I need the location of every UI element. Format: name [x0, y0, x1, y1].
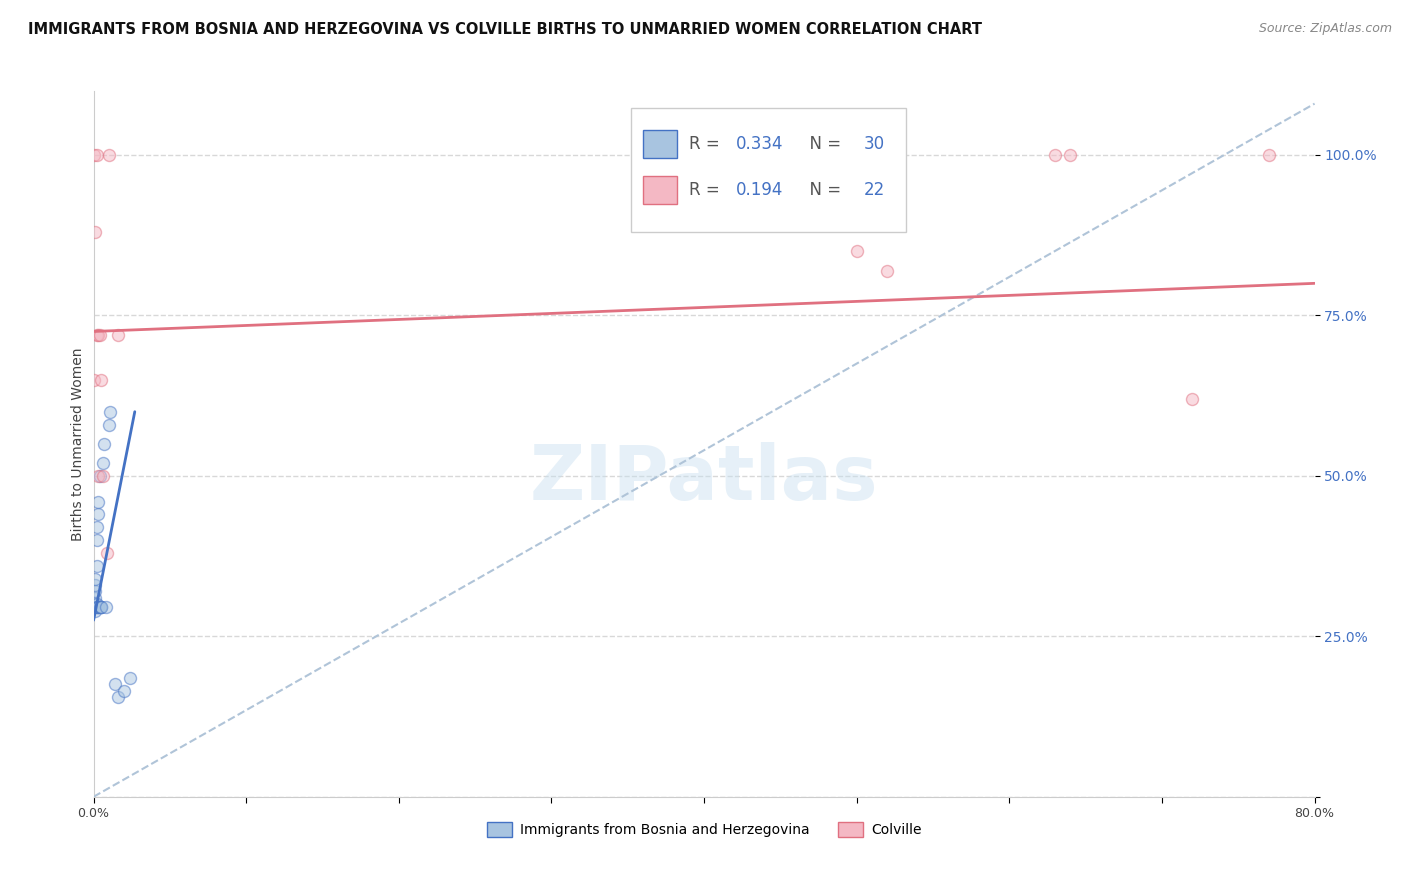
Point [86, 327, 108, 342]
Point [87, 494, 110, 508]
Point [647, 148, 669, 162]
Y-axis label: Births to Unmarried Women: Births to Unmarried Women [72, 347, 86, 541]
Point [86, 600, 108, 615]
FancyBboxPatch shape [643, 129, 678, 158]
Point [86, 558, 108, 573]
Point [1181, 392, 1204, 406]
Point [90, 600, 112, 615]
Legend: Immigrants from Bosnia and Herzegovina, Colville: Immigrants from Bosnia and Herzegovina, … [481, 817, 927, 843]
Point [84, 597, 107, 611]
Point [84, 604, 107, 618]
Point [662, 148, 685, 162]
Point [107, 690, 129, 705]
Text: 0.334: 0.334 [735, 135, 783, 153]
Point [93, 437, 115, 451]
Point [83, 148, 105, 162]
Point [87, 508, 110, 522]
Text: R =: R = [689, 135, 725, 153]
Point [90, 373, 112, 387]
Text: R =: R = [689, 181, 725, 199]
Point [845, 244, 868, 259]
Point [1257, 148, 1279, 162]
Point [97, 417, 120, 432]
Point [678, 148, 700, 162]
Text: N =: N = [800, 181, 846, 199]
Text: N =: N = [800, 135, 846, 153]
Point [120, 671, 142, 685]
Point [1059, 148, 1081, 162]
Point [87, 327, 110, 342]
Point [86, 533, 108, 547]
Text: 30: 30 [865, 135, 886, 153]
Point [90, 600, 112, 615]
Point [94, 600, 117, 615]
Point [112, 684, 135, 698]
Point [84, 572, 107, 586]
Point [86, 597, 108, 611]
Text: 0.194: 0.194 [735, 181, 783, 199]
Point [97, 148, 120, 162]
Text: Source: ZipAtlas.com: Source: ZipAtlas.com [1258, 22, 1392, 36]
Text: IMMIGRANTS FROM BOSNIA AND HERZEGOVINA VS COLVILLE BIRTHS TO UNMARRIED WOMEN COR: IMMIGRANTS FROM BOSNIA AND HERZEGOVINA V… [28, 22, 983, 37]
Point [84, 578, 107, 592]
Point [876, 263, 898, 277]
Point [96, 546, 118, 560]
Point [104, 677, 127, 691]
FancyBboxPatch shape [631, 109, 905, 232]
FancyBboxPatch shape [643, 176, 678, 203]
Point [107, 327, 129, 342]
Point [90, 600, 112, 615]
Point [86, 520, 108, 534]
Point [91, 468, 114, 483]
Point [1043, 148, 1066, 162]
Point [87, 600, 110, 615]
Point [91, 456, 114, 470]
Point [84, 225, 107, 239]
Point [98, 405, 121, 419]
Point [84, 600, 107, 615]
Point [86, 148, 108, 162]
Text: ZIPatlas: ZIPatlas [530, 442, 879, 516]
Point [84, 584, 107, 599]
Point [84, 591, 107, 605]
Point [89, 468, 111, 483]
Text: 22: 22 [865, 181, 886, 199]
Point [87, 600, 110, 615]
Point [89, 600, 111, 615]
Point [87, 468, 110, 483]
Point [83, 373, 105, 387]
Point [89, 327, 111, 342]
